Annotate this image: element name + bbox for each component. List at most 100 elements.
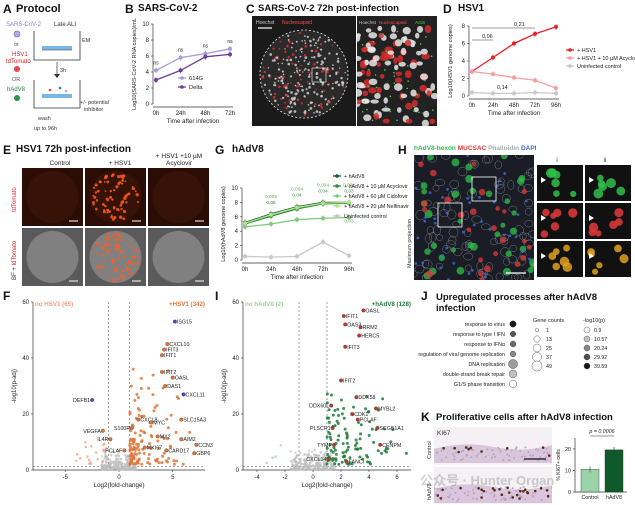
- cell-dot: [290, 97, 294, 100]
- actin-spot: [385, 105, 387, 108]
- infected-cell: [94, 191, 98, 194]
- up-gene-point: [136, 396, 140, 400]
- infected-cell: [92, 201, 95, 205]
- cell-dot: [297, 60, 300, 63]
- series-line: [155, 53, 231, 81]
- mucsac-cell: [514, 261, 521, 267]
- panel-d-chart: 0 2 4 6 8 0h 24h 48h 72h 96h Time after infection L…: [448, 22, 635, 117]
- infected-cell: [116, 207, 120, 211]
- dapi-nucleus: [508, 234, 512, 238]
- panel-e-title: HSV1 72h post-infection: [16, 144, 132, 155]
- down-gene-point: [88, 462, 91, 465]
- cell-nucleus: [365, 28, 372, 33]
- dapi-nucleus: [414, 186, 418, 190]
- hexon-positive-cell: [530, 262, 534, 269]
- cell-dot: [278, 76, 281, 79]
- ns-gene-point: [310, 460, 314, 463]
- ki67-positive-nucleus: [525, 490, 529, 494]
- cell-dot: [336, 60, 340, 63]
- gene-label: CXCL14: [306, 457, 326, 463]
- cell-dot: [326, 68, 329, 71]
- ns-gene-point: [123, 466, 126, 470]
- infected-cell: [134, 190, 137, 193]
- cell-dot: [282, 58, 285, 61]
- size-legend-label: 13: [546, 337, 552, 343]
- x-axis-label: Log2(fold-change): [93, 482, 144, 489]
- ns-gene-point: [309, 455, 312, 458]
- ns-gene-point: [302, 463, 305, 466]
- cell-nucleus: [389, 33, 398, 40]
- cell-outline: [527, 167, 534, 179]
- nucleus: [499, 450, 502, 453]
- cell-dot: [299, 55, 302, 58]
- nucleus: [467, 490, 470, 493]
- nucleus: [436, 488, 439, 491]
- labeled-gene-point: [90, 398, 95, 402]
- infected-cell: [117, 182, 121, 186]
- cell-nucleus: [397, 54, 404, 63]
- ns-gene-point: [105, 460, 108, 464]
- up-gene-point: [325, 416, 329, 420]
- dapi-nucleus: [446, 187, 449, 191]
- actin-spot: [418, 111, 420, 114]
- stained-cell: [548, 168, 557, 178]
- panel-j-letter: J: [421, 289, 428, 303]
- up-gene-point: [353, 443, 357, 447]
- cell-outline: [436, 234, 443, 241]
- cell-dot: [313, 91, 316, 94]
- cell-dot: [303, 35, 306, 37]
- cell-dot: [303, 95, 306, 98]
- dapi-nucleus: [516, 213, 520, 216]
- hexon-positive-cell: [519, 245, 527, 253]
- ns-gene-point: [308, 462, 312, 465]
- stained-cell: [562, 262, 573, 272]
- infected-cell: [103, 176, 108, 180]
- up-gene-point: [175, 459, 179, 463]
- cell-dot: [304, 67, 307, 71]
- down-gene-point: [102, 442, 106, 446]
- actin-spot: [432, 109, 434, 111]
- ki67-positive-nucleus: [453, 446, 457, 450]
- panel-j-title: Upregulated processes after hAdV8 infect…: [436, 292, 598, 314]
- cell-dot: [267, 67, 270, 69]
- size-legend-title: Gene counts: [533, 318, 564, 324]
- up-gene-point: [331, 450, 335, 454]
- cell-nucleus: [410, 42, 416, 48]
- up-gene-point: [359, 446, 363, 450]
- data-point: [470, 90, 474, 95]
- nucleus: [493, 455, 496, 458]
- cell-outline: [446, 240, 456, 249]
- hexon-positive-cell: [511, 210, 517, 216]
- nucleus: [532, 492, 535, 495]
- cell-dot: [273, 59, 276, 62]
- ns-gene-point: [294, 463, 298, 467]
- cell-dot: [337, 57, 340, 60]
- arrowhead-icon: [589, 177, 594, 183]
- nucleus: [493, 495, 496, 498]
- cell-dot: [277, 80, 280, 82]
- labeled-gene-point: [179, 437, 184, 442]
- up-gene-point: [157, 446, 161, 450]
- gene-label: PCLAF: [105, 448, 123, 454]
- x-tick-label: Control: [581, 495, 598, 501]
- nucleus: [545, 456, 548, 459]
- size-legend-label: 37: [546, 355, 552, 361]
- actin-spot: [376, 112, 379, 114]
- gene-label: DAS1: [167, 384, 181, 390]
- e-row2-td: tdTomato: [12, 240, 18, 265]
- data-point: [491, 91, 495, 96]
- dapi-nucleus: [441, 195, 444, 199]
- ki67-positive-nucleus: [441, 488, 444, 492]
- cell-dot: [321, 83, 324, 86]
- ns-gene-point: [307, 468, 311, 472]
- cell-nucleus: [357, 55, 362, 61]
- size-legend-bubble: [532, 352, 542, 362]
- cell-dot: [321, 64, 323, 67]
- up-gene-point: [157, 461, 161, 465]
- infected-cell: [117, 246, 121, 250]
- c-right-actin: Actin: [415, 20, 426, 25]
- panel-k-title: Proliferative cells after hAdV8 infectio…: [436, 412, 613, 423]
- panel-b-letter: B: [125, 2, 134, 16]
- cell-dot: [310, 50, 312, 53]
- down-gene-point: [274, 455, 277, 458]
